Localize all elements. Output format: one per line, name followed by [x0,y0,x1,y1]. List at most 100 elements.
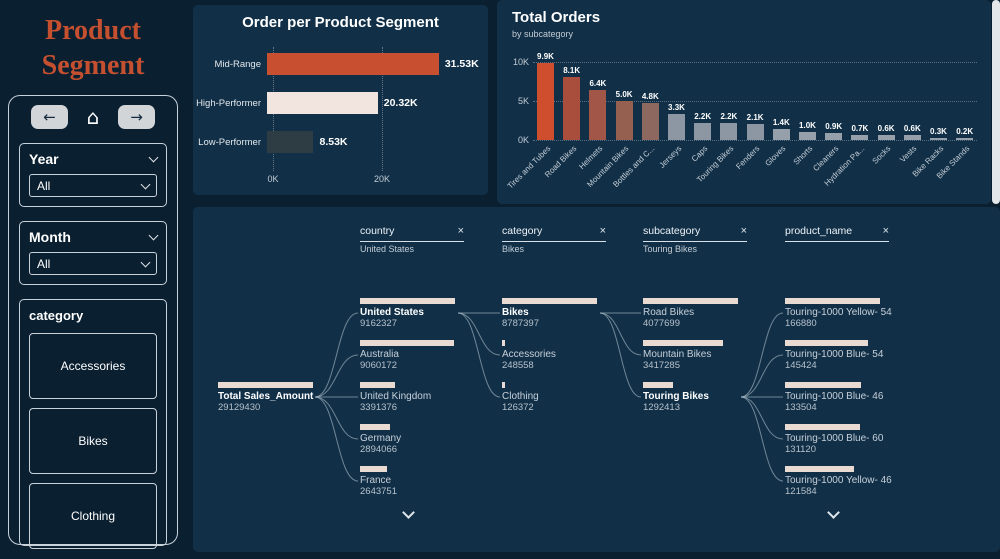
bar-touring-bikes[interactable] [720,122,738,140]
year-dropdown-value: All [37,178,51,193]
tree-node-road-bikes[interactable]: Road Bikes 4077699 [643,298,743,329]
node-value: 4077699 [643,318,680,329]
bar-cleaners[interactable] [825,132,843,140]
tree-node-united-kingdom[interactable]: United Kingdom 3391376 [360,382,460,413]
close-icon[interactable]: × [882,224,889,237]
bar-socks[interactable] [877,135,895,140]
tree-node-france[interactable]: France 2643751 [360,466,460,497]
bar-tires-and-tubes[interactable] [537,62,554,140]
scrollbar[interactable] [992,0,1000,204]
expand-more-chevron-icon[interactable] [827,504,840,522]
node-value: 121584 [785,486,817,497]
tree-node-touring-1000-blue-46[interactable]: Touring-1000 Blue- 46 133504 [785,382,885,413]
bar-caps[interactable] [694,122,712,140]
tree-node-mountain-bikes[interactable]: Mountain Bikes 3417285 [643,340,743,371]
node-bar [502,340,505,346]
forward-button[interactable]: → [117,105,155,129]
y-tick-label: 10K [512,57,529,67]
tree-node-touring-bikes[interactable]: Touring Bikes 1292413 [643,382,743,413]
chevron-down-icon[interactable] [148,230,159,241]
y-gridline [533,62,977,63]
tree-column-header-country[interactable]: country × [360,225,464,242]
tree-node-bikes[interactable]: Bikes 8787397 [502,298,602,329]
bar-bottles-and-c-[interactable] [641,102,659,140]
back-button[interactable]: ← [31,105,68,129]
bar-mid-range[interactable] [267,53,439,75]
x-gridline [382,47,383,171]
bar-mountain-bikes[interactable] [615,101,633,140]
bar-hydration-pa-[interactable] [851,134,869,140]
value-label: 5.0K [615,90,633,99]
node-label: France [360,475,392,486]
month-filter-label: Month [29,229,71,245]
node-label: United States [360,307,424,318]
tree-node-touring-1000-blue-54[interactable]: Touring-1000 Blue- 54 145424 [785,340,885,371]
value-label: 0.9K [825,121,843,131]
node-bar [502,298,597,304]
field-name: product_name [785,225,853,237]
close-icon[interactable]: × [599,224,606,237]
column-selected-value: United States [360,244,415,254]
month-dropdown[interactable]: All [29,252,157,275]
tree-column-header-product_name[interactable]: product_name × [785,225,889,242]
tree-node-touring-1000-blue-60[interactable]: Touring-1000 Blue- 60 131120 [785,424,885,455]
node-value: 131120 [785,444,816,455]
tree-node-accessories[interactable]: Accessories 248558 [502,340,602,371]
node-bar [360,382,395,388]
node-value: 2894066 [360,444,397,455]
chevron-down-icon[interactable] [148,152,159,163]
node-label: Mountain Bikes [643,349,712,360]
category-item-accessories[interactable]: Accessories [29,333,157,399]
bar-bike-racks[interactable] [930,137,947,140]
year-dropdown[interactable]: All [29,174,157,197]
node-label: Touring-1000 Blue- 60 [785,433,884,444]
month-dropdown-value: All [37,256,51,271]
home-button[interactable]: ⌂ [87,105,100,129]
chart-title: Order per Product Segment [242,14,439,31]
tree-column-header-subcategory[interactable]: subcategory × [643,225,747,242]
category-filter-label: category [29,308,84,323]
bar-shorts[interactable] [799,132,816,140]
tree-node-touring-1000-yellow-46[interactable]: Touring-1000 Yellow- 46 121584 [785,466,892,497]
tree-node-germany[interactable]: Germany 2894066 [360,424,460,455]
node-bar [785,340,868,346]
expand-more-chevron-icon[interactable] [402,504,415,522]
node-label: United Kingdom [360,391,432,402]
bar-gloves[interactable] [772,129,790,140]
bar-helmets[interactable] [589,90,607,140]
tree-connector-lines [314,312,784,482]
tree-node-touring-1000-yellow-54[interactable]: Touring-1000 Yellow- 54 166880 [785,298,892,329]
value-label: 2.2K [694,111,712,121]
bar-bike-stands[interactable] [956,138,974,140]
field-name: country [360,225,395,237]
node-value: 166880 [785,318,817,329]
value-label: 20.32K [383,97,418,109]
bar-low-performer[interactable] [267,131,314,153]
value-label: 0.3K [930,126,947,136]
tree-node-clothing[interactable]: Clothing 126372 [502,382,602,413]
tree-node-united-states[interactable]: United States 9162327 [360,298,460,329]
node-label: Clothing [502,391,539,402]
bar-vests[interactable] [903,135,921,140]
close-icon[interactable]: × [457,224,464,237]
tree-node-total-sales-amount[interactable]: Total Sales_Amount 29129430 [218,382,318,413]
value-label: 3.3K [668,103,685,113]
value-label: 1.0K [799,121,816,131]
y-tick-label: 0K [517,135,529,145]
tree-node-australia[interactable]: Australia 9060172 [360,340,460,371]
bar-road-bikes[interactable] [563,76,581,140]
chevron-down-icon [140,257,151,267]
bar-high-performer[interactable] [267,92,378,114]
node-bar [360,424,390,430]
category-item-bikes[interactable]: Bikes [29,408,157,474]
node-value: 126372 [502,402,534,413]
close-icon[interactable]: × [740,224,747,237]
node-label: Total Sales_Amount [218,391,314,402]
sidebar: ← ⌂ → Year All Month [8,95,178,549]
tree-column-header-category[interactable]: category × [502,225,606,242]
category-item-clothing[interactable]: Clothing [29,483,157,549]
category-filter: category Accessories Bikes Clothing [19,299,167,549]
decomposition-tree-panel: country × United States category × Bikes subca… [193,207,1000,552]
bar-fenders[interactable] [746,123,764,140]
bar-jerseys[interactable] [668,114,685,140]
